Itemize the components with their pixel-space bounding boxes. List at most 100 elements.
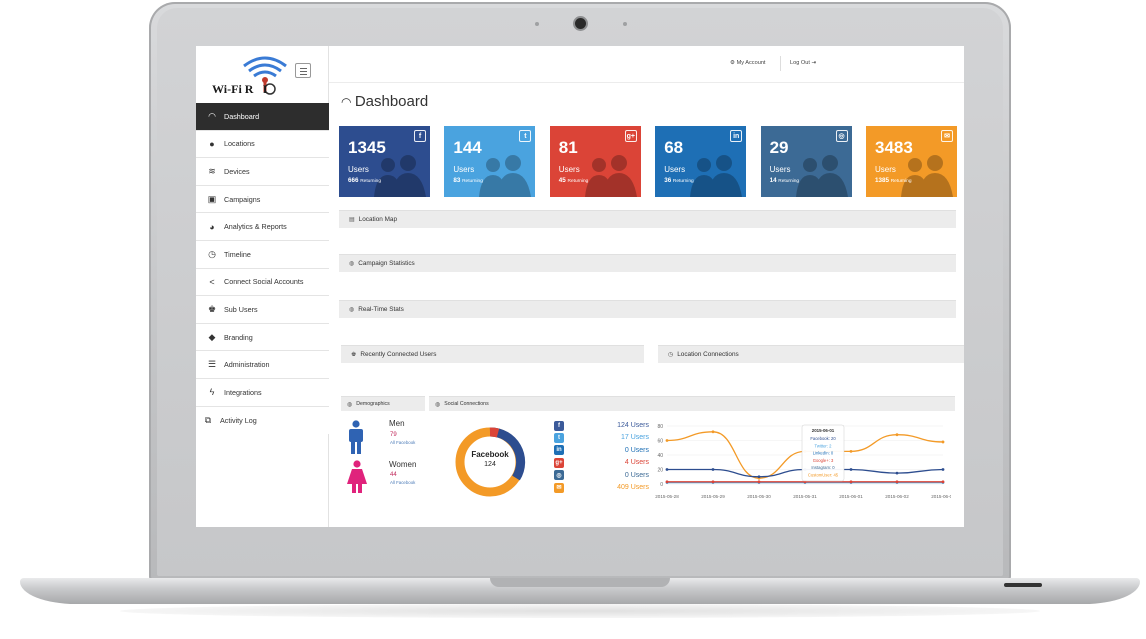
laptop-port xyxy=(1004,583,1042,587)
panel-location-map[interactable]: ▤ Location Map xyxy=(339,210,956,228)
tile-returning: 45 Returning xyxy=(559,177,589,184)
social-count: 0 Users xyxy=(624,446,649,454)
tile-returning: 14 Returning xyxy=(770,177,800,184)
sidebar-item-devices[interactable]: ≋ Devices xyxy=(196,158,329,186)
panel-title: Location Connections xyxy=(677,351,739,358)
women-label: Women xyxy=(389,460,417,469)
tile-value: 29 xyxy=(769,138,789,157)
series-point xyxy=(665,439,669,442)
people-silhouette-icon xyxy=(584,155,637,197)
sidebar-item-branding[interactable]: ◆ Branding xyxy=(196,323,329,352)
series-point xyxy=(665,468,669,471)
social-count: 124 Users xyxy=(617,422,649,429)
social-list-item: ◎ 0 Users xyxy=(554,470,649,481)
series-point xyxy=(941,468,945,471)
email-icon: ✉ xyxy=(554,482,564,493)
panel-social-connections[interactable]: ◍ Social Connections xyxy=(429,396,955,411)
sidebar-item-label: Integrations xyxy=(224,387,262,397)
sidebar: Wi-Fi ROI ◠ Dashboard ● Locations ≋ Devi… xyxy=(196,46,329,527)
app-logo[interactable]: Wi-Fi ROI xyxy=(210,50,300,96)
users-icon: ♚ xyxy=(351,352,357,358)
globe-icon: ◍ xyxy=(347,401,353,408)
panel-location-connections[interactable]: ◷ Location Connections xyxy=(658,345,964,363)
twitter-icon: t xyxy=(519,130,532,142)
tile-returning-label: Returning xyxy=(567,179,589,184)
speedometer-icon: ◠ xyxy=(341,95,355,109)
sidebar-item-activity-log[interactable]: ⧉ Activity Log xyxy=(196,406,329,435)
sidebar-item-locations[interactable]: ● Locations xyxy=(196,130,329,159)
sidebar-item-connect-social[interactable]: < Connect Social Accounts xyxy=(196,268,329,297)
tile-returning: 36 Returning xyxy=(664,177,694,184)
social-count: 4 Users xyxy=(624,459,649,467)
wifi-logo-icon xyxy=(243,56,287,95)
stat-tile[interactable]: 81 Users 45 Returning g+ xyxy=(549,126,641,197)
people-silhouette-icon xyxy=(901,155,953,197)
y-tick-label: 40 xyxy=(657,453,663,459)
tile-returning: 666 Returning xyxy=(348,177,381,184)
stat-tile[interactable]: 1345 Users 666 Returning f xyxy=(339,126,430,197)
stat-tile[interactable]: 68 Users 36 Returning in xyxy=(655,126,747,197)
google-plus-icon: g+ xyxy=(624,130,637,142)
sidebar-menu: ◠ Dashboard ● Locations ≋ Devices ▣ Camp… xyxy=(196,103,329,435)
sidebar-item-timeline[interactable]: ◷ Timeline xyxy=(196,240,329,269)
social-count: 409 Users xyxy=(617,484,649,491)
social-list-item: ✉ 409 Users xyxy=(554,482,649,493)
social-list-item: g+ 4 Users xyxy=(554,457,649,468)
x-tick-label: 2015-05-30 xyxy=(747,494,771,499)
panel-demographics[interactable]: ◍ Demographics xyxy=(341,396,425,411)
log-out-icon: ⇥ xyxy=(809,60,817,66)
share-icon: < xyxy=(209,276,215,287)
stat-tile[interactable]: 3483 Users 1385 Returning ✉ xyxy=(866,126,957,197)
sidebar-item-dashboard[interactable]: ◠ Dashboard xyxy=(196,103,329,131)
bezel-sensor xyxy=(535,22,539,26)
x-tick-label: 2015-06-01 xyxy=(839,494,863,499)
panel-title: Social Connections xyxy=(444,401,489,407)
tile-returning: 83 Returning xyxy=(453,177,483,184)
sidebar-item-sub-users[interactable]: ♚ Sub Users xyxy=(196,296,329,324)
log-out-link[interactable]: Log Out ⇥ xyxy=(790,60,816,66)
screen: Wi-Fi ROI ◠ Dashboard ● Locations ≋ Devi… xyxy=(196,46,964,527)
series-point xyxy=(895,433,899,437)
tile-returning-label: Returning xyxy=(890,179,912,184)
my-account-link[interactable]: ⚙ My Account xyxy=(730,60,766,66)
series-point xyxy=(941,480,945,484)
instagram-icon: ◎ xyxy=(554,470,564,481)
panel-campaign-statistics[interactable]: ◍ Campaign Statistics xyxy=(339,254,956,272)
tile-value: 144 xyxy=(453,138,482,157)
tile-returning-label: Returning xyxy=(778,179,800,184)
women-sub: All Facebook xyxy=(390,480,416,485)
series-point xyxy=(849,468,853,471)
logo-text: Wi-Fi R xyxy=(212,82,254,96)
tile-label: Users xyxy=(769,165,791,174)
sidebar-item-label: Devices xyxy=(224,166,250,176)
sidebar-item-label: Analytics & Reports xyxy=(224,222,287,232)
tile-value: 1345 xyxy=(348,138,386,157)
male-icon xyxy=(349,420,363,454)
panel-realtime-stats[interactable]: ◍ Real-Time Stats xyxy=(339,300,956,318)
list-icon: ☰ xyxy=(207,359,217,370)
facebook-icon: f xyxy=(414,130,426,142)
campaign-icon: ▣ xyxy=(207,193,217,204)
sidebar-item-campaigns[interactable]: ▣ Campaigns xyxy=(196,185,329,214)
tooltip-date: 2015-06-01 xyxy=(812,428,835,433)
sidebar-item-analytics[interactable]: ◕ Analytics & Reports xyxy=(196,213,329,241)
panel-recently-connected[interactable]: ♚ Recently Connected Users xyxy=(341,345,644,363)
social-line-chart: 0 20 40 60 80 2015-05-28 2015-05-29 2015-05-30 2… xyxy=(655,424,951,499)
sidebar-item-integrations[interactable]: ϟ Integrations xyxy=(196,378,329,407)
series-point xyxy=(757,475,761,479)
stat-tile[interactable]: 144 Users 83 Returning t xyxy=(444,126,536,197)
people-silhouette-icon xyxy=(374,155,426,197)
sidebar-item-administration[interactable]: ☰ Administration xyxy=(196,351,329,379)
stat-tile[interactable]: 29 Users 14 Returning ◎ xyxy=(760,126,852,197)
globe-icon: ◍ xyxy=(349,307,355,313)
sidebar-item-label: Branding xyxy=(224,332,253,342)
sidebar-item-label: Locations xyxy=(224,139,255,149)
tile-value: 68 xyxy=(664,138,684,157)
tile-returning-label: Returning xyxy=(360,179,381,184)
menu-toggle-button[interactable] xyxy=(295,63,311,78)
tile-returning-value: 1385 xyxy=(875,177,890,184)
log-out-label: Log Out xyxy=(790,60,810,66)
panel-title: Location Map xyxy=(358,216,398,223)
laptop-notch xyxy=(490,578,670,587)
